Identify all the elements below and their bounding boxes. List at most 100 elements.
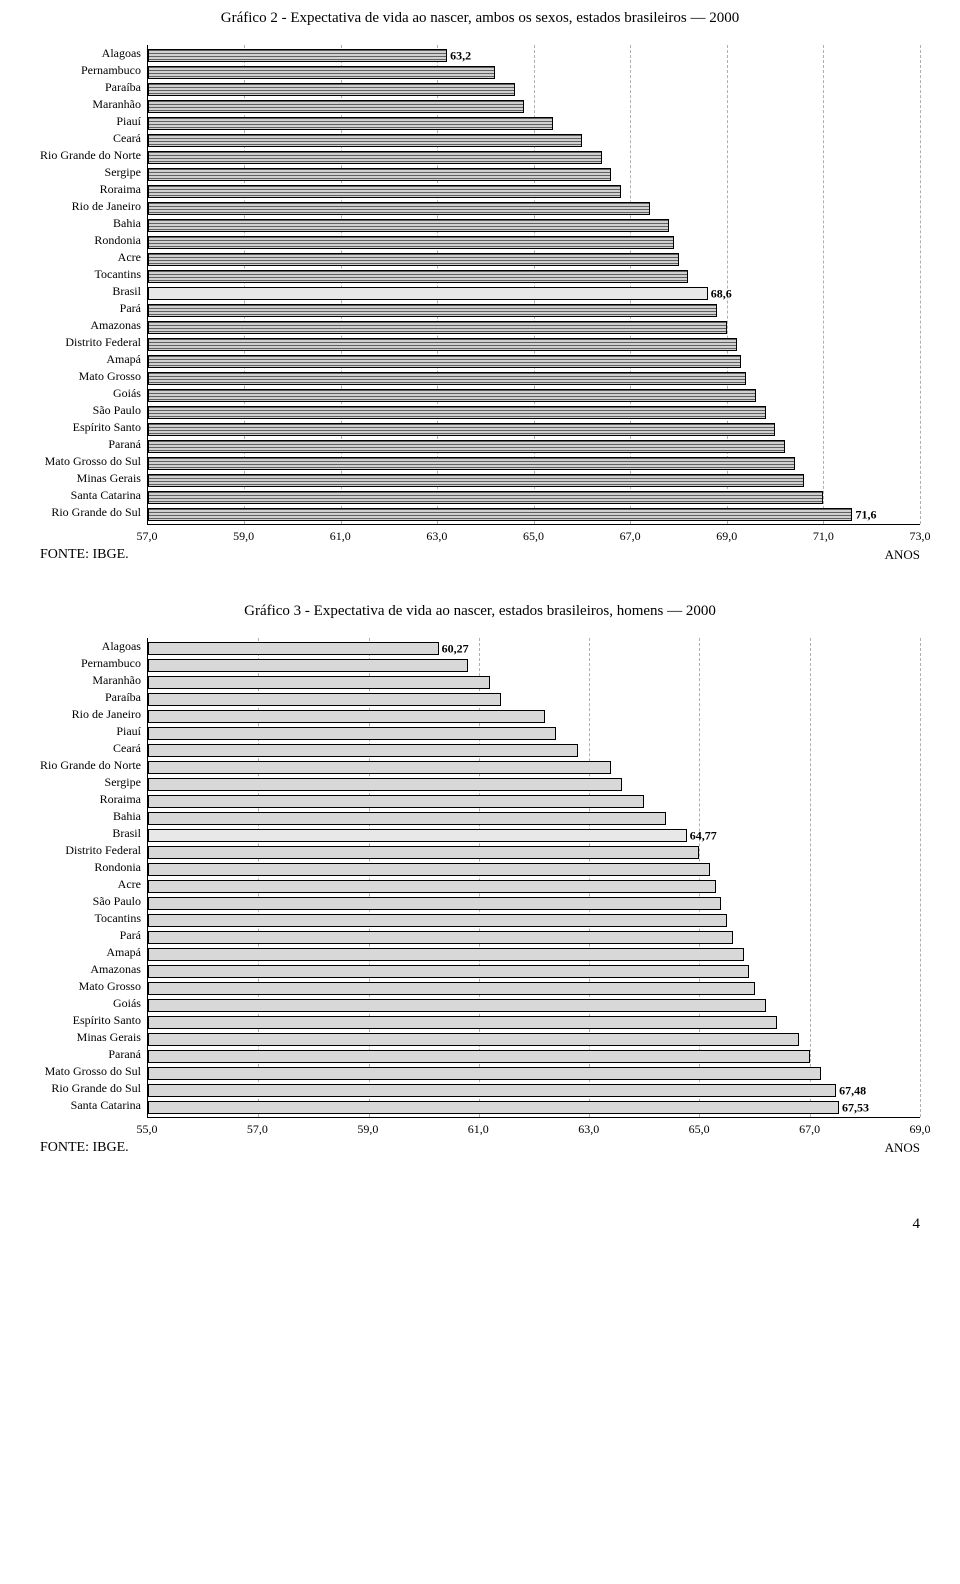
bar-row: 67,48 — [148, 1082, 920, 1099]
bar-row — [148, 132, 920, 149]
gridline — [920, 45, 921, 524]
chart-3-axis-label: ANOS — [885, 1140, 920, 1156]
bar — [148, 965, 749, 978]
bar — [148, 1016, 777, 1029]
x-tick-label: 71,0 — [813, 529, 834, 544]
bar-row — [148, 200, 920, 217]
bar-row — [148, 489, 920, 506]
bar-row: 68,6 — [148, 285, 920, 302]
y-label: Rio de Janeiro — [40, 706, 141, 723]
y-label: Mato Grosso — [40, 368, 141, 385]
chart-2-area: AlagoasPernambucoParaíbaMaranhãoPiauíCea… — [40, 45, 920, 545]
bar-value-label: 68,6 — [711, 286, 732, 301]
y-label: Paraíba — [40, 689, 141, 706]
y-label: Pernambuco — [40, 655, 141, 672]
bar-row — [148, 370, 920, 387]
y-label: Bahia — [40, 215, 141, 232]
x-tick-label: 67,0 — [799, 1122, 820, 1137]
y-label: Rio Grande do Norte — [40, 757, 141, 774]
y-label: Mato Grosso — [40, 978, 141, 995]
bar-row — [148, 166, 920, 183]
y-label: Rio Grande do Sul — [40, 504, 141, 521]
y-label: Alagoas — [40, 45, 141, 62]
bar — [148, 202, 650, 215]
bar-row — [148, 674, 920, 691]
bar — [148, 761, 611, 774]
bar-row — [148, 319, 920, 336]
bar — [148, 744, 578, 757]
bar-row — [148, 81, 920, 98]
page-number: 4 — [40, 1216, 920, 1233]
bar-row — [148, 421, 920, 438]
bar-row — [148, 725, 920, 742]
chart-2: Gráfico 2 - Expectativa de vida ao nasce… — [40, 10, 920, 563]
bar-row — [148, 963, 920, 980]
y-label: Roraima — [40, 791, 141, 808]
bar-row — [148, 183, 920, 200]
bar — [148, 778, 622, 791]
x-tick-label: 73,0 — [910, 529, 931, 544]
bar-row — [148, 759, 920, 776]
bar: 64,77 — [148, 829, 687, 842]
x-tick-label: 61,0 — [330, 529, 351, 544]
bar-row — [148, 302, 920, 319]
y-label: Brasil — [40, 825, 141, 842]
chart-3-xaxis: 55,057,059,061,063,065,067,069,0 — [147, 1118, 920, 1138]
y-label: Santa Catarina — [40, 487, 141, 504]
bar-row — [148, 895, 920, 912]
x-tick-label: 57,0 — [136, 529, 157, 544]
bar — [148, 406, 766, 419]
bar — [148, 948, 744, 961]
y-label: Espírito Santo — [40, 419, 141, 436]
x-tick-label: 67,0 — [620, 529, 641, 544]
bar-row — [148, 912, 920, 929]
bar-row — [148, 776, 920, 793]
x-tick-label: 69,0 — [910, 1122, 931, 1137]
bar — [148, 710, 545, 723]
bar — [148, 389, 756, 402]
bar — [148, 863, 710, 876]
chart-2-source: FONTE: IBGE. — [40, 547, 129, 563]
y-label: Goiás — [40, 995, 141, 1012]
bar-row: 71,6 — [148, 506, 920, 523]
bar — [148, 1050, 810, 1063]
bar-row — [148, 455, 920, 472]
chart-2-xaxis: 57,059,061,063,065,067,069,071,073,0 — [147, 525, 920, 545]
bar-row — [148, 742, 920, 759]
bar — [148, 270, 688, 283]
bar: 60,27 — [148, 642, 439, 655]
bar — [148, 880, 716, 893]
y-label: Maranhão — [40, 672, 141, 689]
x-tick-label: 65,0 — [523, 529, 544, 544]
y-label: Santa Catarina — [40, 1097, 141, 1114]
bar — [148, 253, 679, 266]
chart-3-title: Gráfico 3 - Expectativa de vida ao nasce… — [40, 603, 920, 620]
bar — [148, 474, 804, 487]
bar — [148, 1033, 799, 1046]
bar-row: 67,53 — [148, 1099, 920, 1116]
y-label: Piauí — [40, 113, 141, 130]
bar-row — [148, 878, 920, 895]
y-label: Rio Grande do Norte — [40, 147, 141, 164]
y-label: Bahia — [40, 808, 141, 825]
x-tick-label: 63,0 — [578, 1122, 599, 1137]
bar — [148, 727, 556, 740]
bar — [148, 1067, 821, 1080]
chart-2-plot: 63,268,671,6 — [147, 45, 920, 525]
bar — [148, 83, 515, 96]
y-label: Distrito Federal — [40, 842, 141, 859]
y-label: Paraíba — [40, 79, 141, 96]
bar — [148, 355, 741, 368]
bar — [148, 151, 602, 164]
bar-row — [148, 929, 920, 946]
bar-row — [148, 234, 920, 251]
bar-value-label: 71,6 — [855, 507, 876, 522]
y-label: Roraima — [40, 181, 141, 198]
bar — [148, 795, 644, 808]
chart-2-ylabels: AlagoasPernambucoParaíbaMaranhãoPiauíCea… — [40, 45, 147, 545]
bar-row — [148, 657, 920, 674]
y-label: Goiás — [40, 385, 141, 402]
bar — [148, 168, 611, 181]
bar: 67,48 — [148, 1084, 836, 1097]
bar-row — [148, 64, 920, 81]
